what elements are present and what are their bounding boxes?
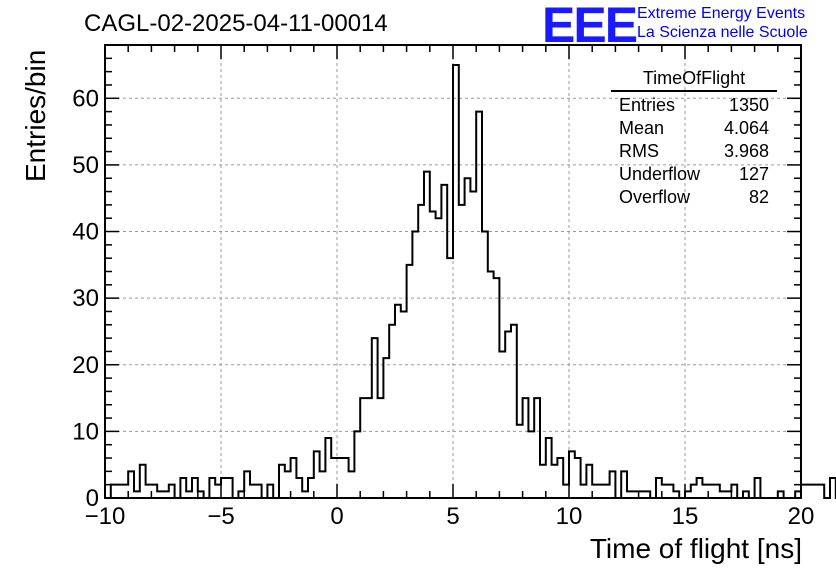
stats-row: Overflow 82 [611, 186, 777, 209]
x-tick-label: −5 [207, 503, 234, 530]
stats-row: Entries 1350 [611, 94, 777, 117]
stats-value: 1350 [728, 95, 769, 115]
y-tick-labels: 0 10 20 30 40 50 60 [72, 85, 99, 512]
y-tick-label: 20 [72, 352, 99, 379]
stats-value: 4.064 [723, 118, 769, 138]
stats-box: TimeOfFlight Entries 1350 Mean 4.064 RMS… [611, 68, 777, 209]
axis-ticks [104, 44, 802, 499]
y-tick-label: 0 [86, 485, 99, 512]
logo-caption-line1: Extreme Energy Events [637, 5, 806, 22]
y-tick-label: 60 [72, 85, 99, 112]
page-title: CAGL-02-2025-04-11-00014 [84, 10, 388, 37]
y-tick-label: 50 [72, 152, 99, 179]
stats-row: Underflow 127 [611, 163, 777, 186]
x-tick-labels: −10 −5 0 5 10 15 20 [85, 503, 815, 530]
stats-label: Mean [619, 118, 665, 138]
stats-value: 3.968 [723, 141, 769, 161]
x-tick-label: −10 [85, 503, 126, 530]
y-tick-label: 10 [72, 418, 99, 445]
stats-label: Entries [619, 95, 676, 115]
y-tick-label: 30 [72, 285, 99, 312]
stats-label: Overflow [619, 187, 691, 207]
y-tick-label: 40 [72, 219, 99, 246]
x-tick-label: 0 [330, 503, 343, 530]
y-axis-label: Entries/bin [20, 49, 51, 182]
x-tick-label: 20 [788, 503, 815, 530]
x-axis-label: Time of flight [ns] [589, 533, 802, 564]
stats-value: 127 [738, 164, 769, 184]
stats-value: 82 [748, 187, 769, 207]
x-tick-label: 15 [672, 503, 699, 530]
stats-label: RMS [619, 141, 659, 161]
stats-row: RMS 3.968 [611, 140, 777, 163]
stats-label: Underflow [619, 164, 701, 184]
logo-caption: Extreme Energy Events La Scienza nelle S… [637, 4, 808, 42]
eee-logo: EEE [542, 0, 638, 53]
stats-title: TimeOfFlight [611, 68, 777, 92]
x-tick-label: 5 [446, 503, 459, 530]
stats-row: Mean 4.064 [611, 117, 777, 140]
x-tick-label: 10 [556, 503, 583, 530]
logo-caption-line2: La Scienza nelle Scuole [637, 24, 808, 41]
